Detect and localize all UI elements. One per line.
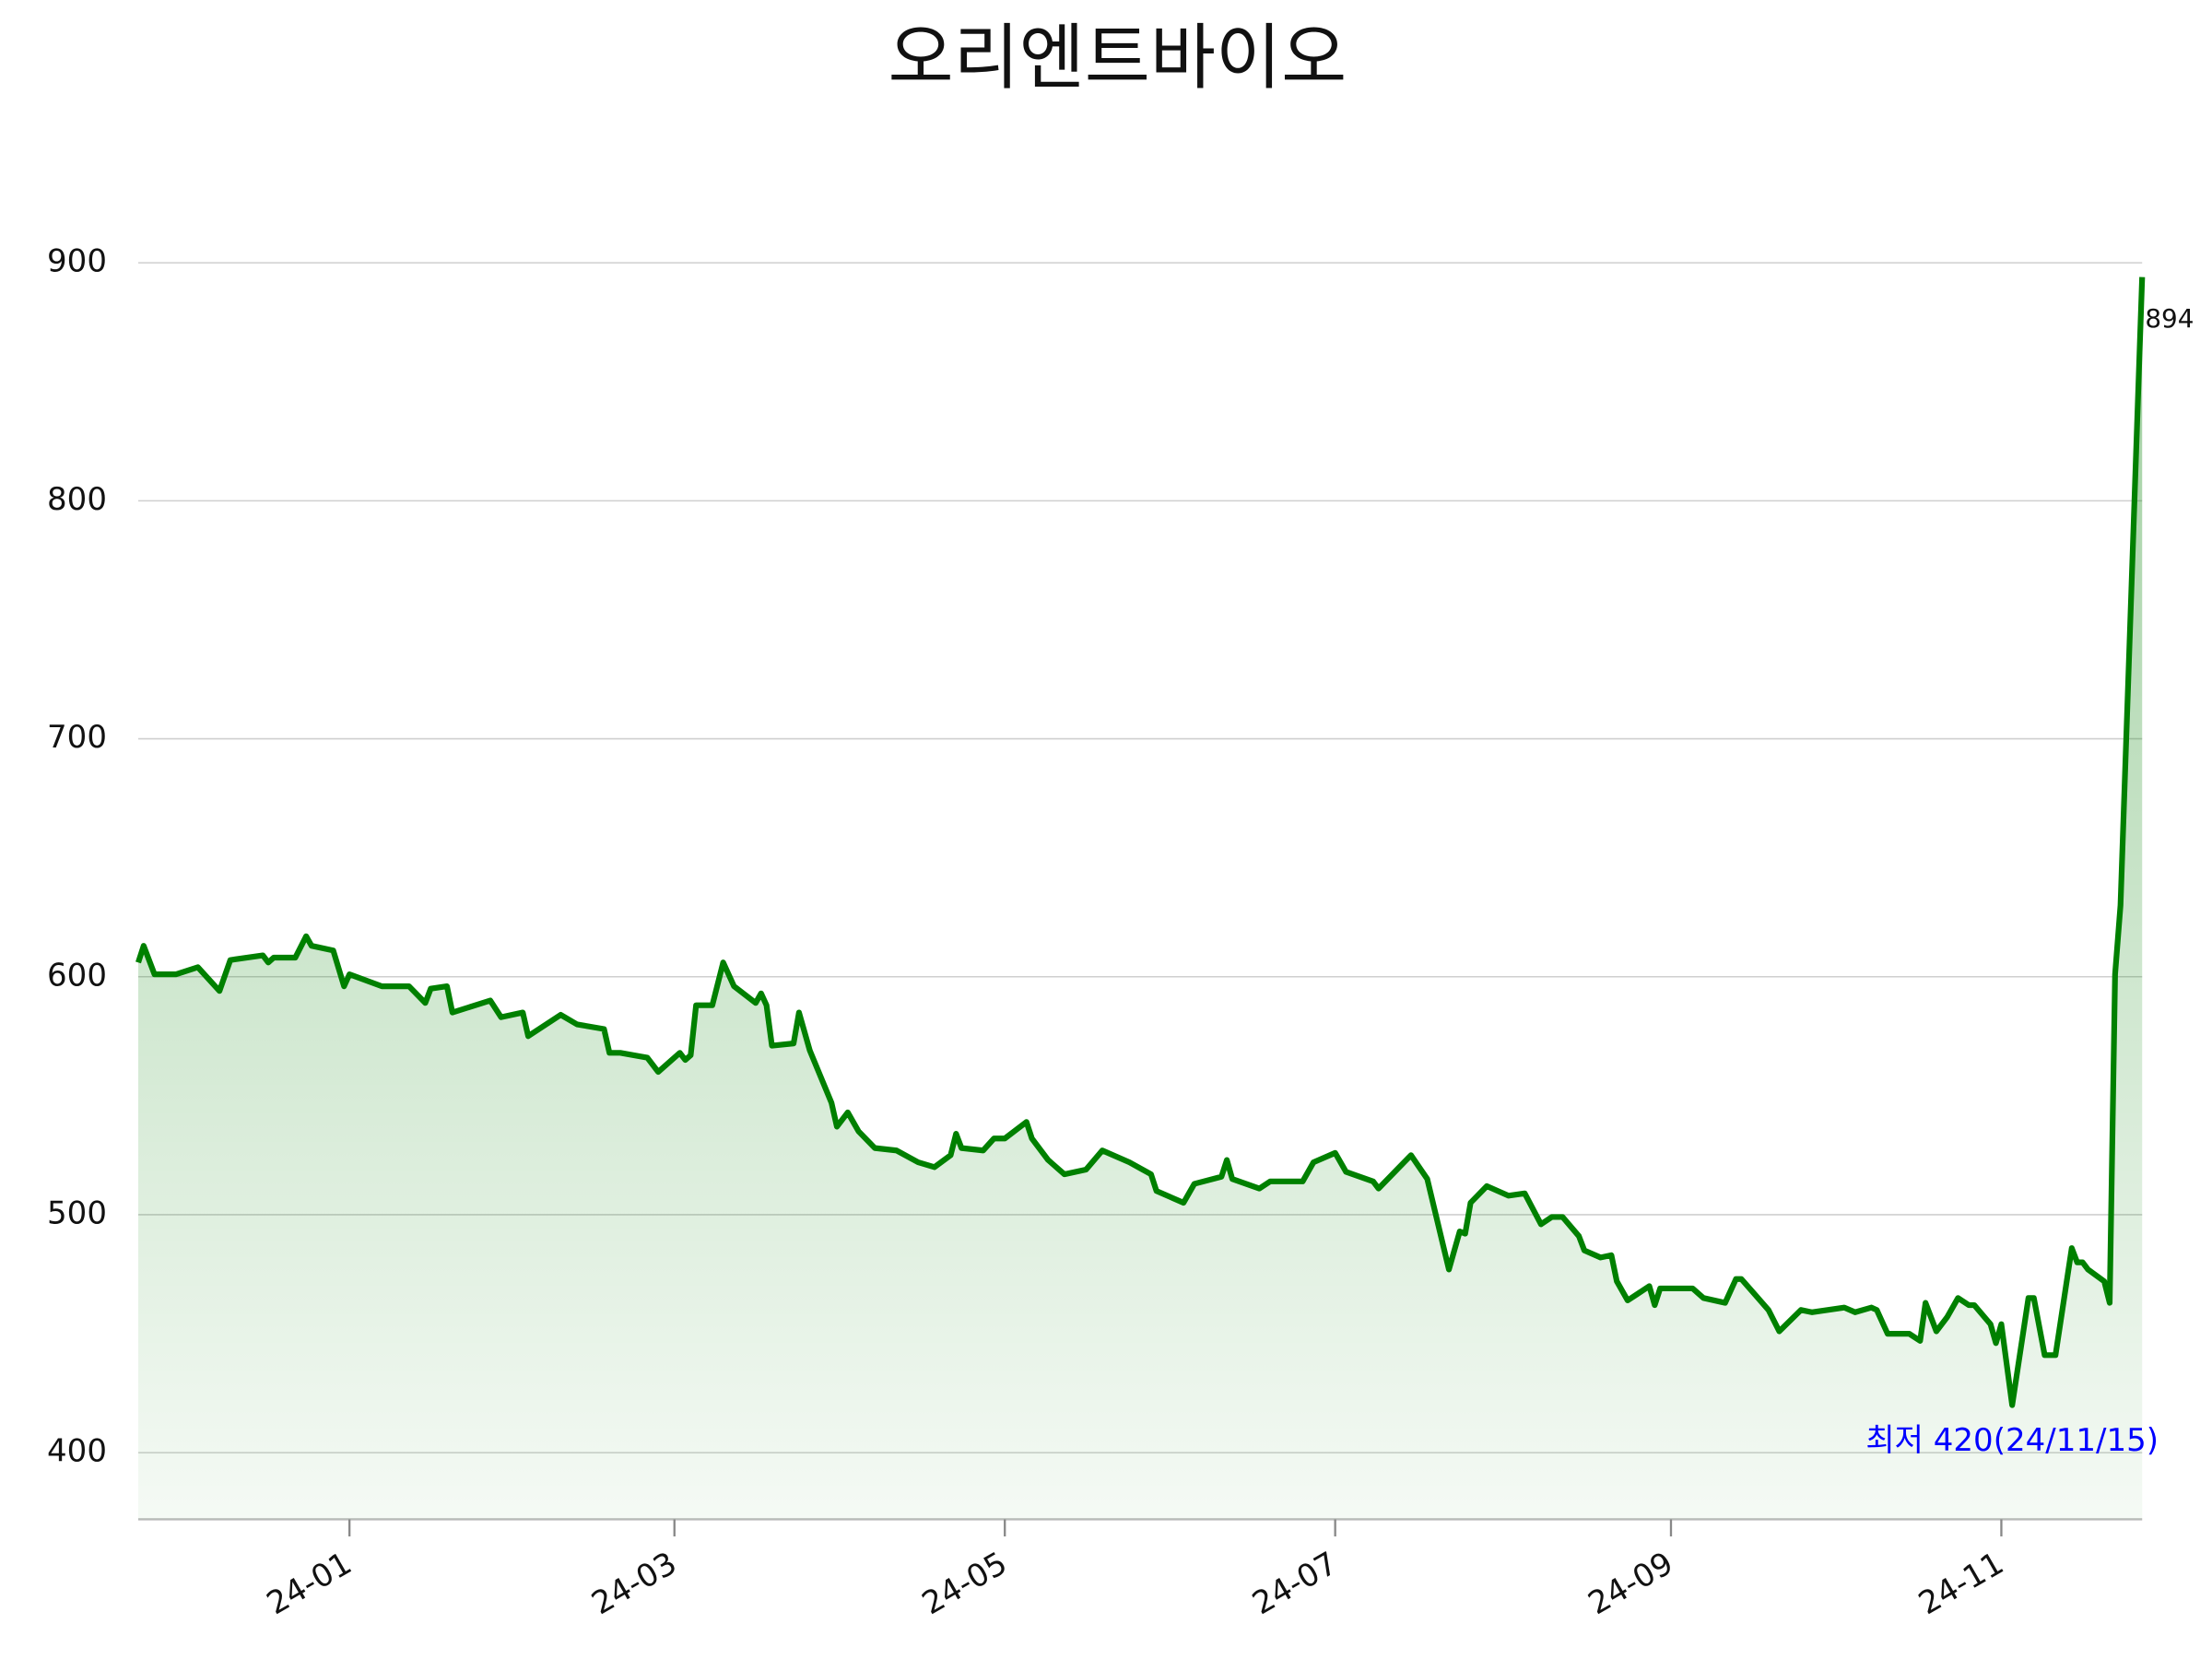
y-tick-label: 400 xyxy=(47,1433,107,1470)
y-tick-label: 700 xyxy=(47,719,107,756)
x-tick-label: 24-09 xyxy=(1583,1545,1680,1622)
x-tick-label: 24-11 xyxy=(1912,1545,2010,1622)
x-tick-label: 24-03 xyxy=(585,1545,683,1622)
x-tick-label: 24-01 xyxy=(261,1545,359,1622)
last-value-label: 894 xyxy=(2145,303,2194,334)
x-tick-label: 24-05 xyxy=(916,1545,1014,1622)
min-annotation: 최저 420(24/11/15) xyxy=(1865,1422,2159,1459)
y-tick-label: 800 xyxy=(47,481,107,518)
price-line xyxy=(135,276,2146,1408)
x-tick-label: 24-07 xyxy=(1246,1545,1344,1622)
y-tick-label: 500 xyxy=(47,1194,107,1231)
y-tick-label: 600 xyxy=(47,957,107,994)
area xyxy=(138,276,2143,1520)
y-tick-label: 900 xyxy=(47,243,107,280)
chart-title: 오리엔트바이오 xyxy=(888,17,1347,100)
